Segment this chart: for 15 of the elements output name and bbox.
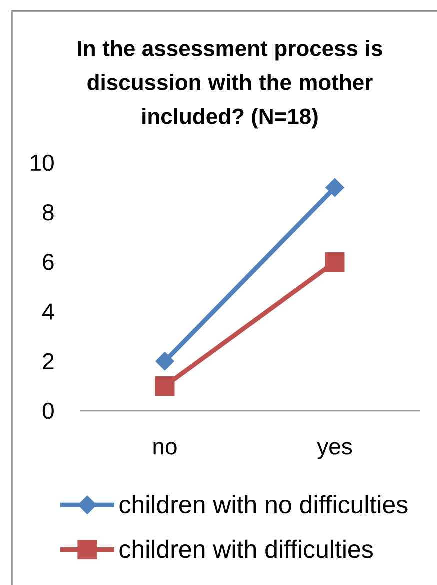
y-tick-label: 10 — [30, 154, 54, 172]
chart-title: In the assessment process is discussion with the mother included? (N=18) — [78, 40, 382, 129]
x-tick-label: no — [154, 442, 177, 455]
y-tick-label: 0 — [42, 402, 54, 420]
y-tick-label: 8 — [43, 204, 54, 221]
legend-label: children with difficulties — [120, 540, 373, 558]
point — [156, 352, 174, 371]
y-tick-label: 2 — [43, 353, 54, 370]
y-tick-label: 4 — [42, 304, 54, 320]
point — [155, 376, 175, 396]
x-tick-label: yes — [317, 442, 352, 460]
legend-label: children with no difficulties — [120, 495, 408, 514]
point — [325, 252, 345, 272]
y-tick-label: 6 — [43, 254, 54, 270]
point — [326, 178, 344, 198]
